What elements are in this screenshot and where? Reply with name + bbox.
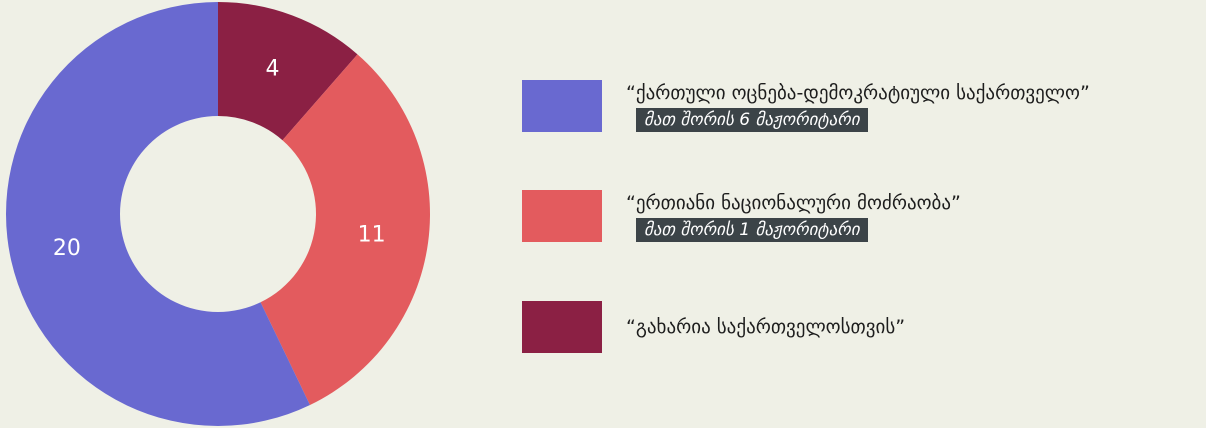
- donut-chart: 4 11 20: [6, 2, 430, 427]
- legend-text-unm: “ერთიანი ნაციონალური მოძრაობა” მათ შორის…: [626, 190, 961, 242]
- legend-swatch-georgian-dream: [522, 80, 602, 132]
- legend-label-gakharia: “გახარია საქართველოსთვის”: [626, 316, 906, 338]
- legend-swatch-unm: [522, 190, 602, 242]
- legend-label-unm: “ერთიანი ნაციონალური მოძრაობა”: [626, 192, 961, 214]
- slice-label-2: 4: [265, 56, 279, 81]
- slice-labels: 4 11 20: [53, 56, 386, 261]
- legend-text-georgian-dream: “ქართული ოცნება-დემოკრატიული საქართველო”…: [626, 80, 1090, 132]
- legend-text-gakharia: “გახარია საქართველოსთვის”: [626, 314, 905, 340]
- legend-swatch-gakharia: [522, 301, 602, 353]
- slice-label-0: 20: [53, 236, 81, 261]
- slice-1: [260, 54, 430, 406]
- legend-note-georgian-dream: მათ შორის 6 მაჟორიტარი: [636, 108, 868, 132]
- legend-note-unm: მათ შორის 1 მაჟორიტარი: [636, 218, 868, 242]
- slice-label-1: 11: [358, 222, 386, 247]
- slices: [6, 2, 430, 427]
- slice-2: [218, 2, 358, 141]
- slice-0: [6, 2, 310, 427]
- legend-label-georgian-dream: “ქართული ოცნება-დემოკრატიული საქართველო”: [626, 82, 1090, 104]
